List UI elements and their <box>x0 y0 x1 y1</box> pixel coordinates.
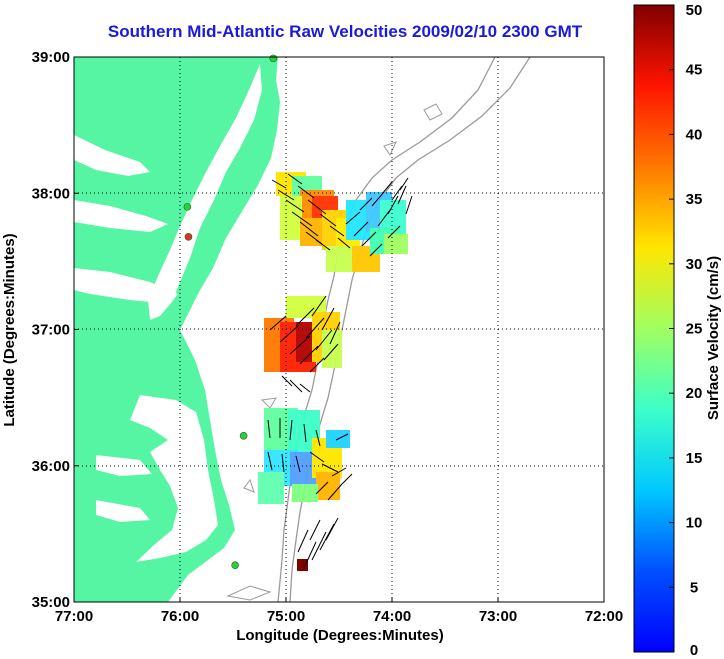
x-tick-label: 73:00 <box>479 608 517 625</box>
colorbar-tick-label: 40 <box>686 126 703 143</box>
y-tick-label: 39:00 <box>32 49 70 66</box>
radar-station-marker <box>269 54 278 63</box>
grid <box>74 57 604 602</box>
y-axis-ticks: 39:00 38:00 37:00 36:00 35:00 <box>32 49 79 611</box>
x-tick-label: 75:00 <box>267 608 305 625</box>
x-tick-label: 76:00 <box>161 608 199 625</box>
y-axis-label: Latitude (Degrees:Minutes) <box>1 233 18 426</box>
colorbar-ticks: 0 5 10 15 20 25 30 35 40 45 50 <box>669 2 702 659</box>
radar-station-marker <box>183 203 192 211</box>
colorbar-tick-label: 50 <box>686 2 703 19</box>
radar-station-marker <box>184 233 193 241</box>
velocity-cell-offshore <box>297 559 308 571</box>
x-tick-label: 72:00 <box>585 608 623 625</box>
radar-station-marker <box>231 561 239 570</box>
colorbar-tick-label: 30 <box>686 256 703 273</box>
colorbar-tick-label: 45 <box>686 62 703 79</box>
y-tick-label: 35:00 <box>32 594 70 611</box>
chesapeake-bay <box>148 64 262 320</box>
x-axis-ticks: 77:00 76:00 75:00 74:00 73:00 72:00 <box>55 597 623 625</box>
colorbar-label: Surface Velocity (cm/s) <box>705 256 722 420</box>
x-tick-label: 74:00 <box>373 608 411 625</box>
x-tick-label: 77:00 <box>55 608 93 625</box>
colorbar-tick-label: 25 <box>686 321 703 338</box>
y-tick-label: 37:00 <box>32 322 70 339</box>
map-title: Southern Mid-Atlantic Raw Velocities 200… <box>107 22 583 41</box>
colorbar-tick-label: 35 <box>686 191 703 208</box>
x-axis-label: Longitude (Degrees:Minutes) <box>236 627 444 644</box>
isobath-shallow <box>277 57 496 602</box>
colorbar-tick-label: 20 <box>686 385 703 402</box>
colorbar-tick-label: 15 <box>686 450 703 467</box>
colorbar-tick-label: 5 <box>690 579 698 596</box>
velocity-vectors <box>267 173 413 569</box>
colorbar-tick-label: 0 <box>690 642 698 659</box>
y-tick-label: 38:00 <box>32 185 70 202</box>
colorbar-tick-label: 10 <box>686 515 703 532</box>
colorbar <box>633 4 675 653</box>
y-tick-label: 36:00 <box>32 458 70 475</box>
radar-station-marker <box>239 431 248 440</box>
pamlico-sound <box>130 395 218 562</box>
